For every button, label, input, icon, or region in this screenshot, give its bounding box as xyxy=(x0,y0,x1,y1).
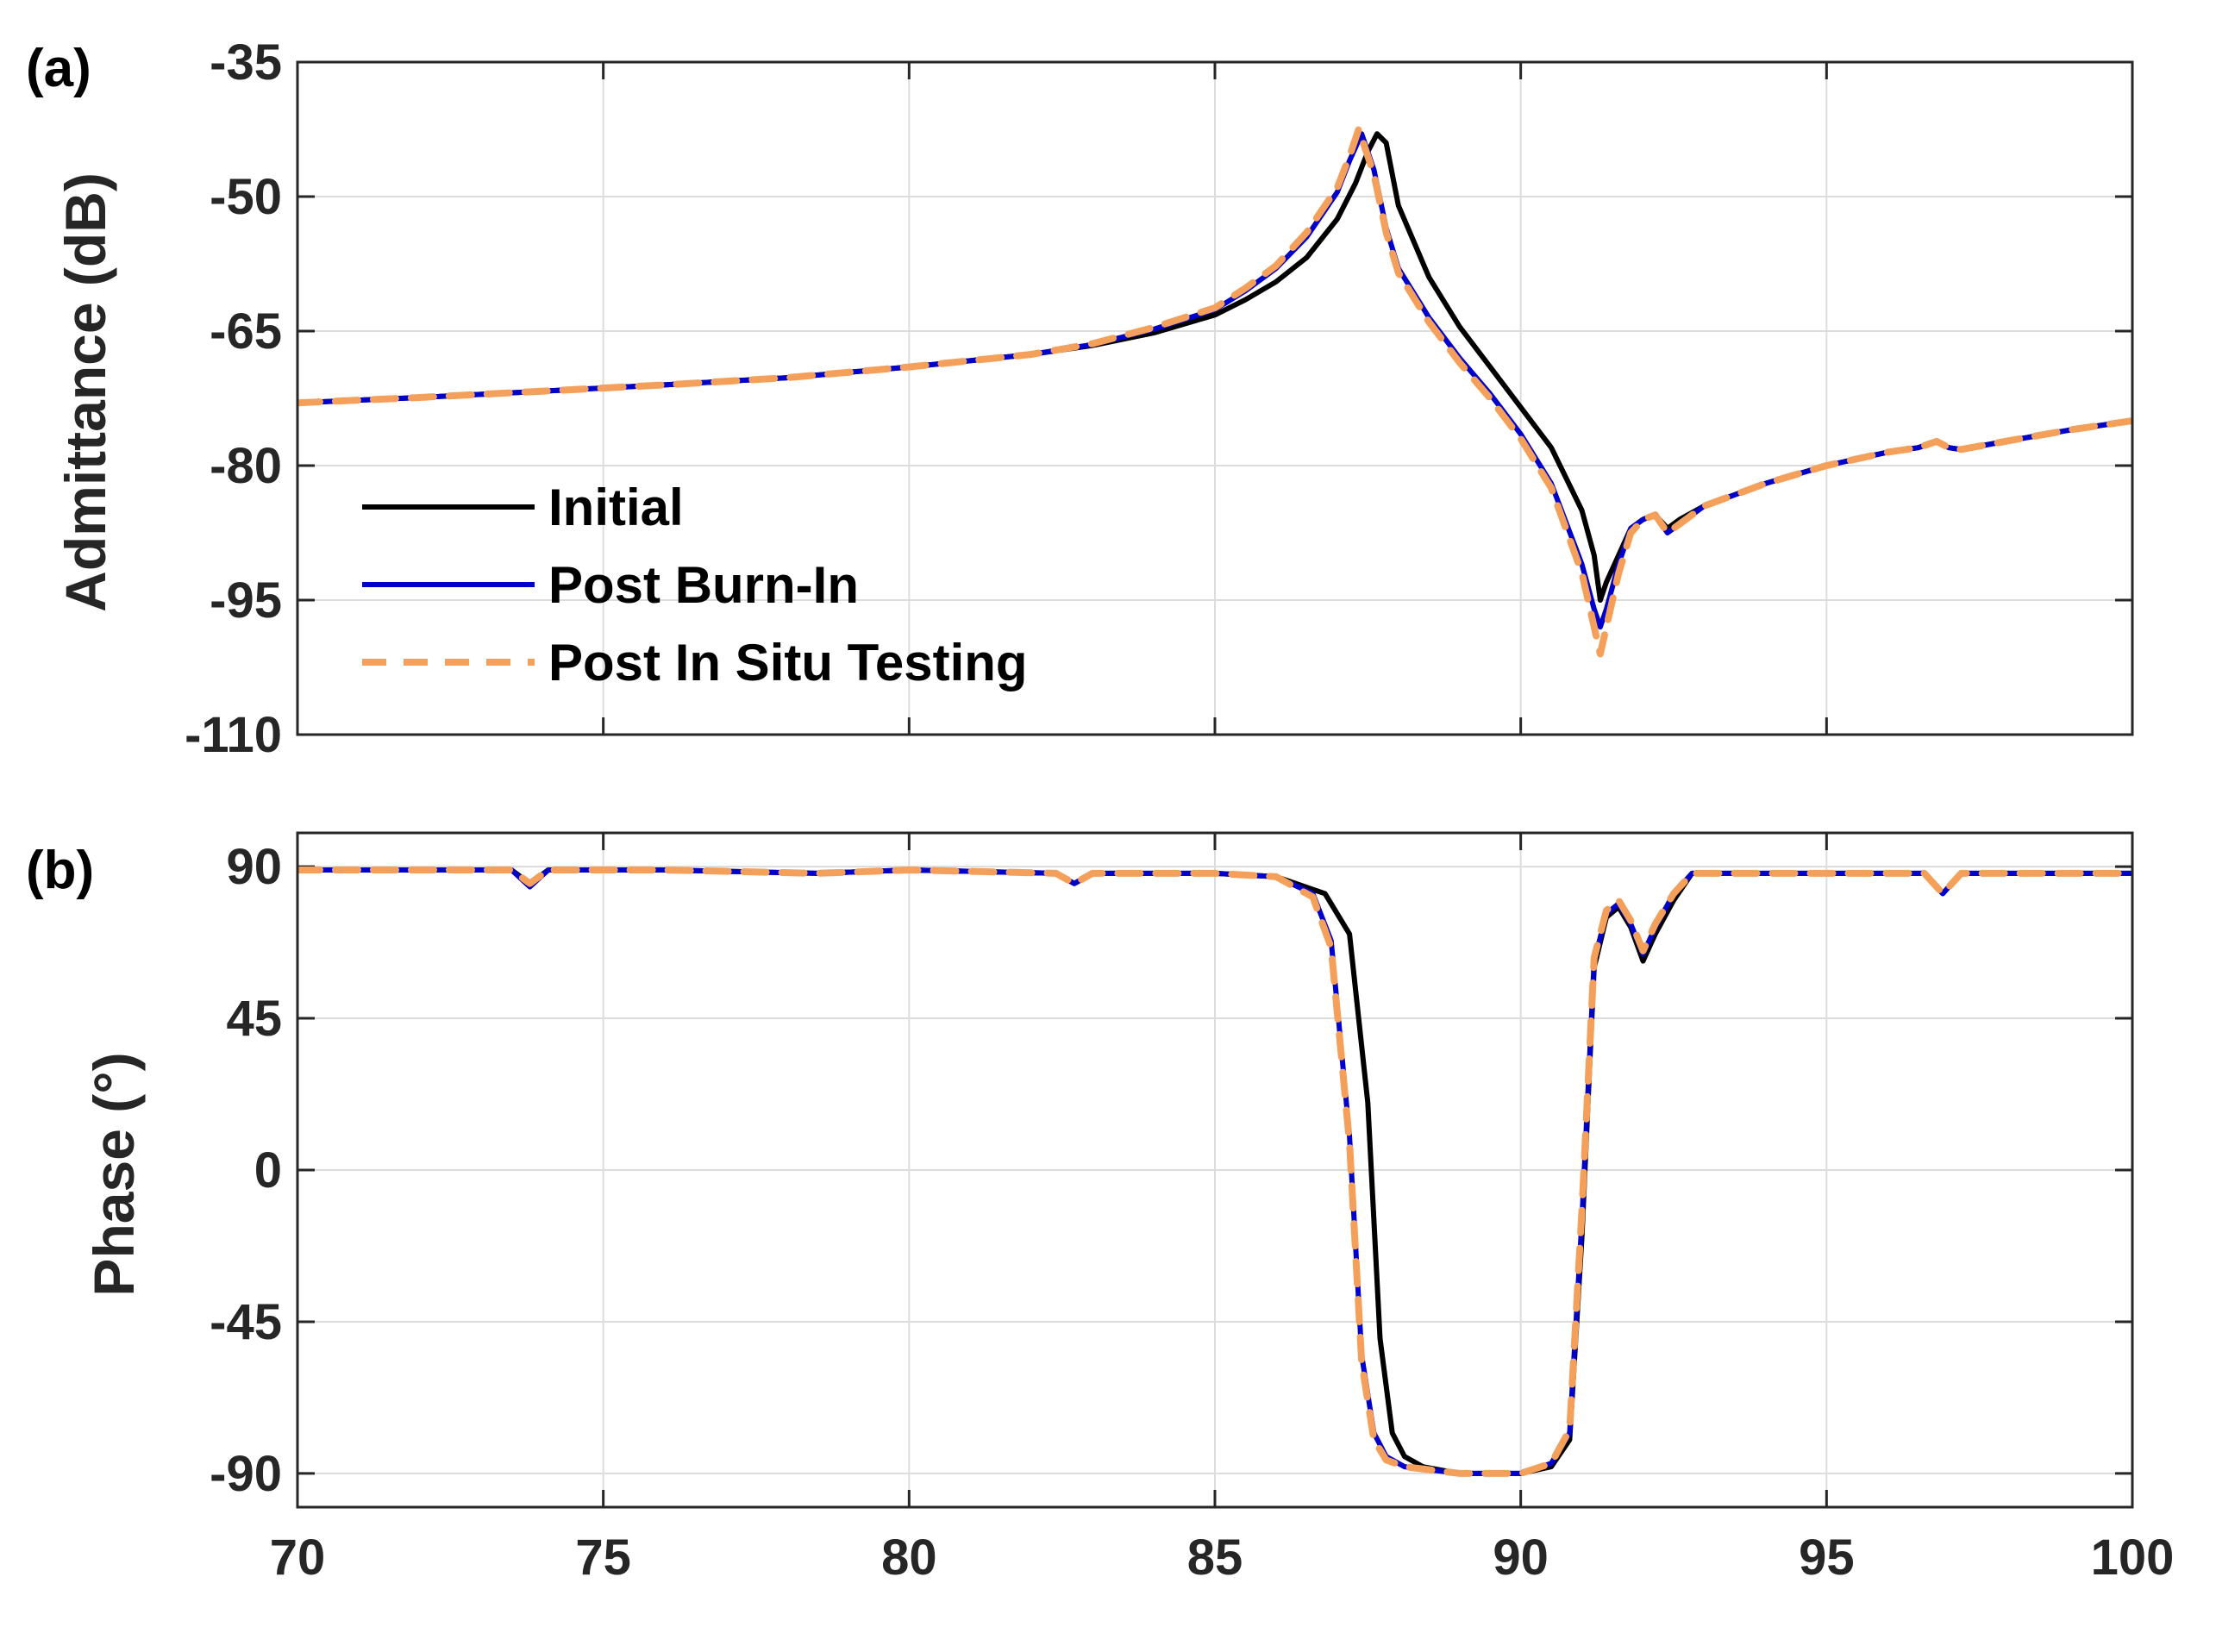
y-tick-label: -95 xyxy=(210,573,282,629)
x-tick-label: 75 xyxy=(575,1530,631,1586)
legend-label: Initial xyxy=(548,479,684,536)
admittance-y-axis-label: Admittance (dB) xyxy=(53,172,117,612)
y-tick-label: 90 xyxy=(226,839,282,895)
x-tick-label: 90 xyxy=(1493,1530,1549,1586)
admittance-panel: (a) Admittance (dB) -35 -50 -65 -80 -95 -110 I… xyxy=(26,34,2134,763)
panel-label-a: (a) xyxy=(26,39,91,98)
series-line-3 xyxy=(297,867,2132,1477)
y-tick-label: 45 xyxy=(226,991,282,1047)
phase-panel: (b) Phase (°) 90 45 0 -45 -90 70 75 80 85 90 95 100 xyxy=(26,831,2175,1586)
plot-frame xyxy=(296,831,2134,1509)
y-tick-label: -110 xyxy=(185,707,282,763)
x-tick-label: 70 xyxy=(270,1530,326,1586)
x-tick-label: 80 xyxy=(881,1530,937,1586)
y-tick-label: -90 xyxy=(210,1446,282,1502)
panel-label-b: (b) xyxy=(26,841,94,900)
y-tick-label: -45 xyxy=(210,1294,282,1350)
x-tick-label: 100 xyxy=(2091,1530,2175,1586)
y-tick-label: 0 xyxy=(254,1142,282,1198)
legend-label: Post In Situ Testing xyxy=(548,634,1028,691)
legend: Initial Post Burn-In Post In Situ Testing xyxy=(362,479,1028,691)
plot-frame xyxy=(296,60,2134,736)
phase-y-axis-label: Phase (°) xyxy=(82,1052,146,1296)
series-line-3 xyxy=(297,126,2132,658)
y-tick-label: -50 xyxy=(210,169,282,225)
y-tick-label: -35 xyxy=(210,34,282,91)
y-tick-label: -65 xyxy=(210,303,282,360)
legend-label: Post Burn-In xyxy=(548,556,859,614)
y-tick-label: -80 xyxy=(210,438,282,494)
x-tick-label: 85 xyxy=(1187,1530,1243,1586)
x-tick-label: 95 xyxy=(1799,1530,1855,1586)
